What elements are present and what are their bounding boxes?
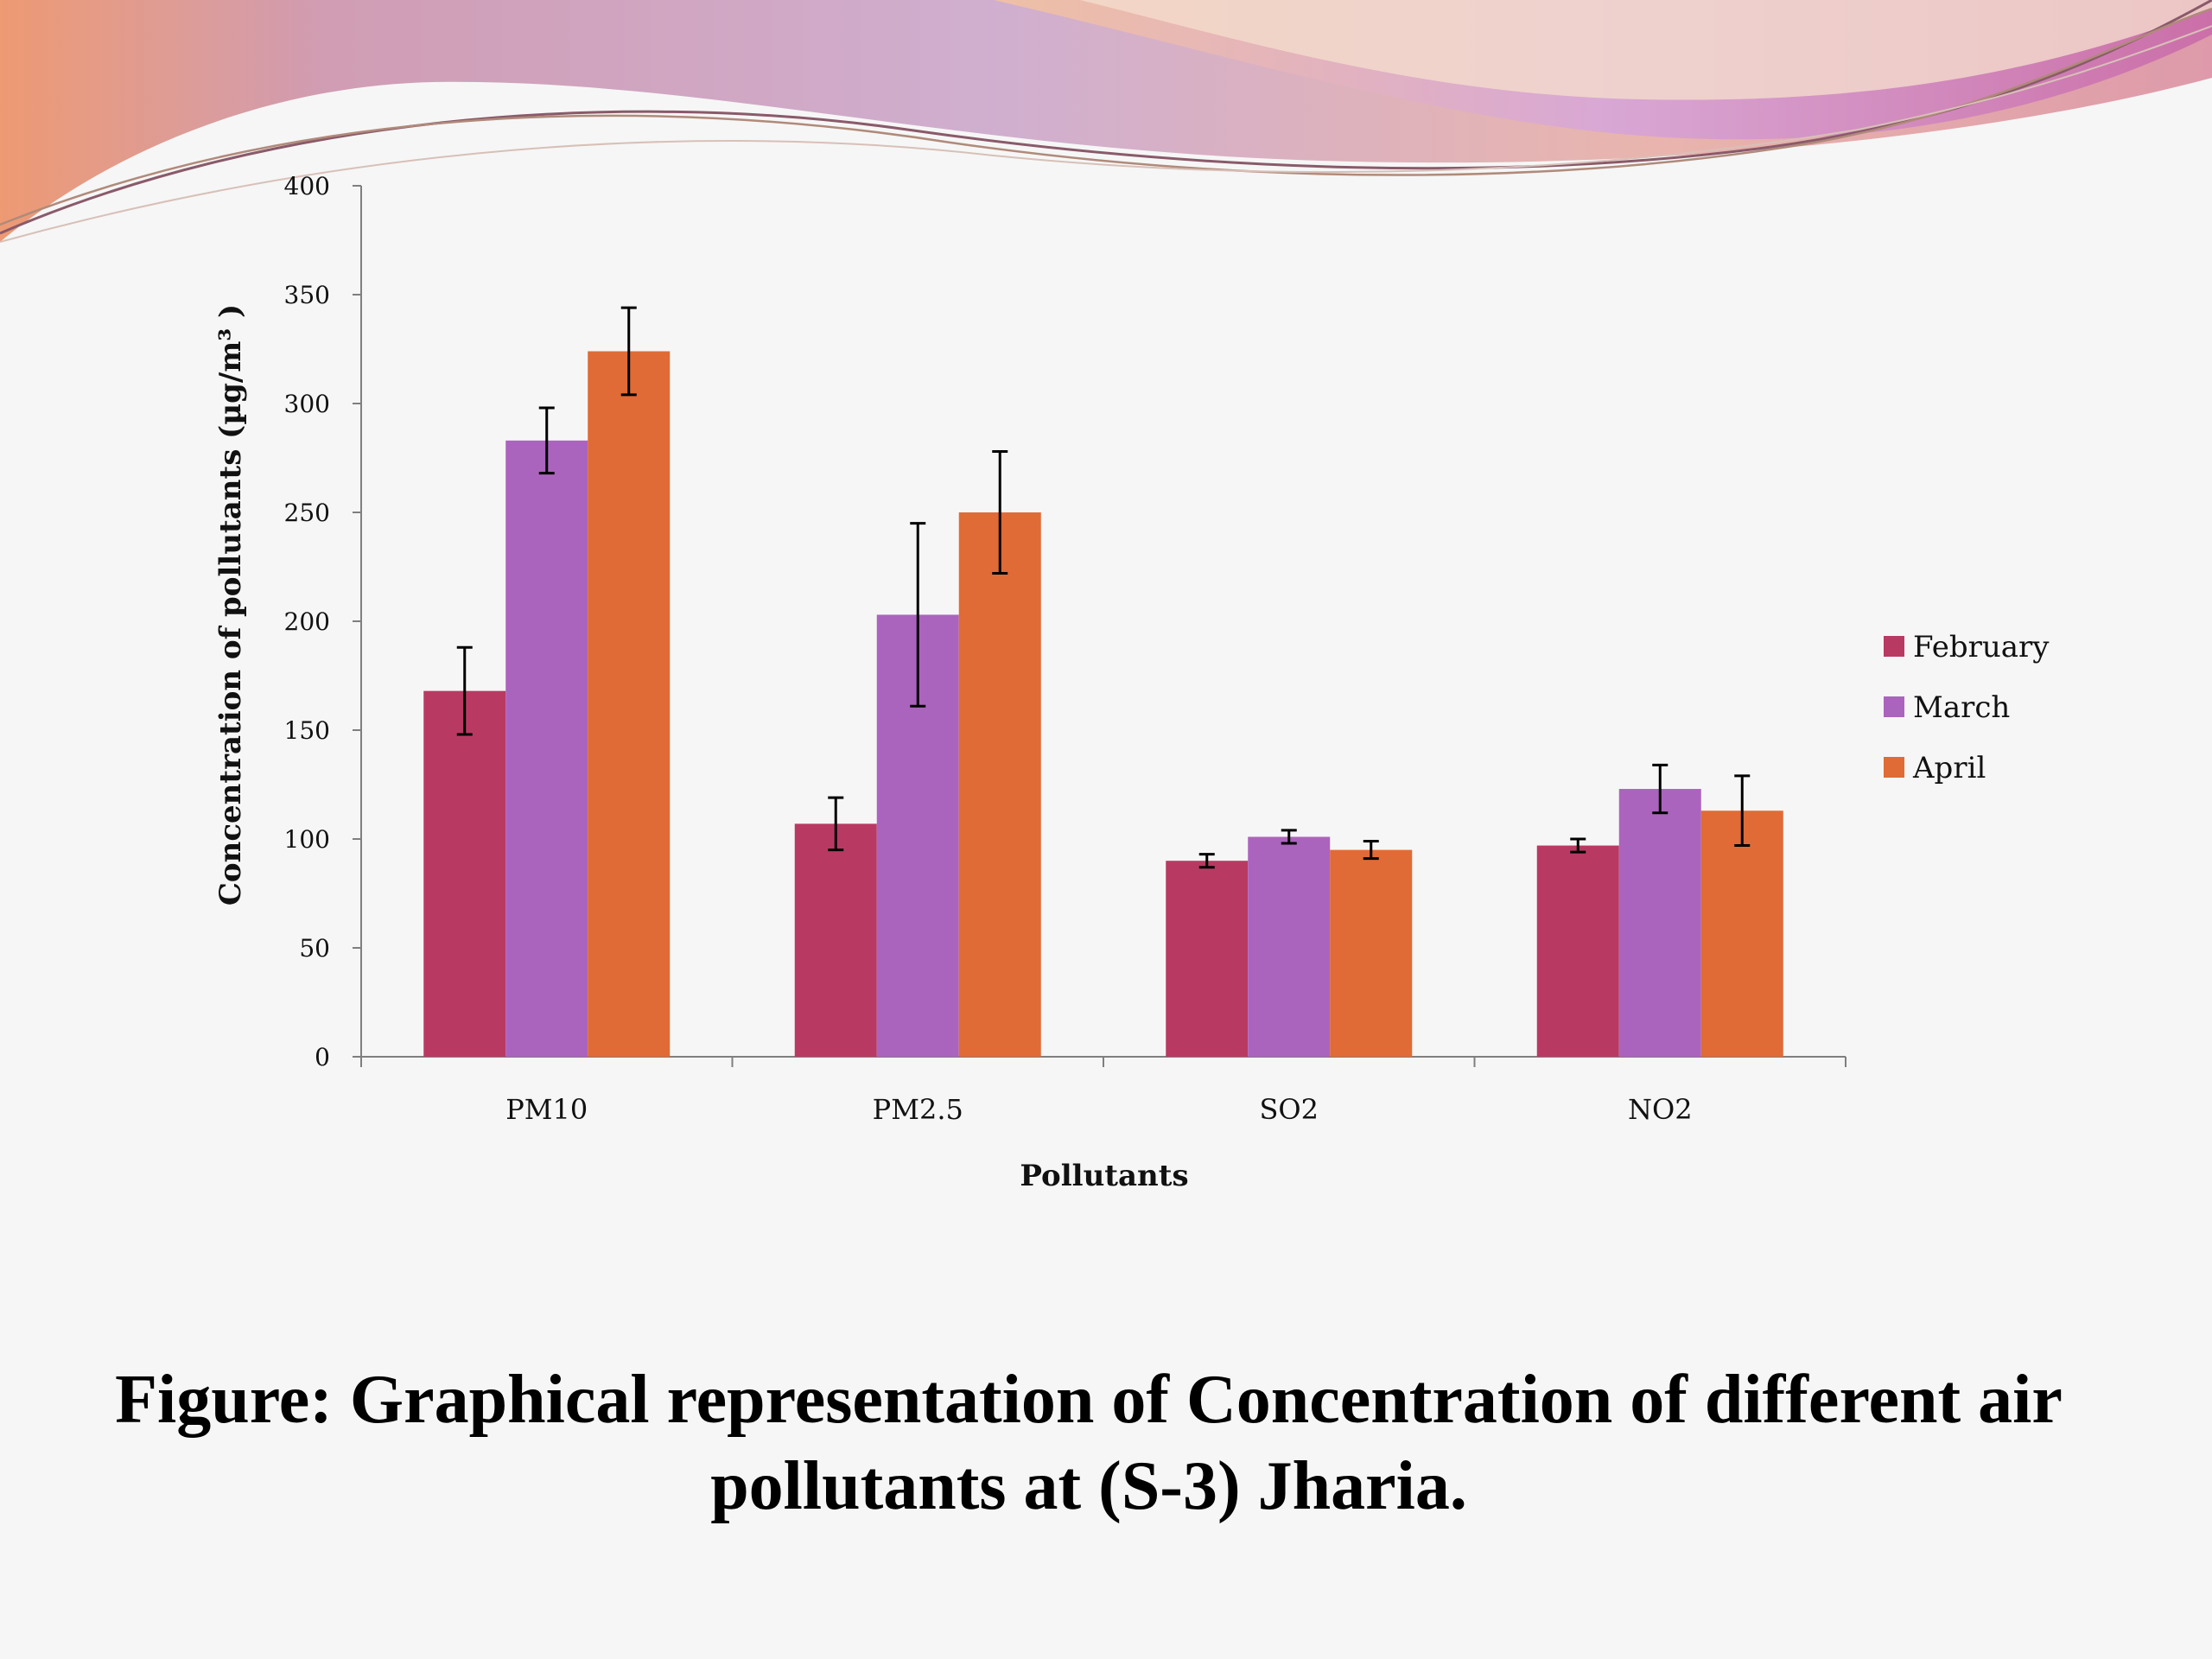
bar-chart: 0 50 100 150 200 250 300 350 400 PM10 PM2.5 SO2 NO2…: [213, 172, 2050, 1193]
legend-swatch: [1884, 636, 1904, 657]
bar-march: [1618, 789, 1701, 1057]
legend-swatch: [1884, 757, 1904, 778]
y-tick-label: 300: [284, 390, 330, 418]
y-tick-label: 0: [315, 1043, 330, 1071]
legend: February March April: [1884, 630, 2050, 785]
bar-march: [1248, 836, 1331, 1057]
y-tick-label: 200: [284, 607, 330, 636]
error-bar-group: [456, 306, 1751, 869]
bar-series-group: [423, 351, 1783, 1058]
y-tick-label: 350: [284, 281, 330, 309]
caption-line-1: Figure: Graphical representation of Conc…: [115, 1362, 2063, 1438]
legend-label: March: [1913, 690, 2010, 725]
legend-label: April: [1912, 751, 1986, 785]
bar-april: [958, 512, 1041, 1057]
caption-line-2: pollutants at (S-3) Jharia.: [710, 1448, 1467, 1524]
bar-april: [1330, 849, 1413, 1057]
y-tick-label: 150: [284, 716, 330, 745]
bar-march: [505, 440, 588, 1058]
y-tick-label: 400: [284, 172, 330, 200]
y-tick-label: 50: [299, 934, 330, 963]
bar-april: [1700, 810, 1783, 1057]
y-tick-label: 100: [284, 825, 330, 854]
x-category-label: NO2: [1628, 1093, 1693, 1126]
bar-february: [1536, 845, 1619, 1057]
figure-caption: Figure: Graphical representation of Conc…: [35, 1357, 2143, 1529]
bar-february: [794, 823, 877, 1057]
bar-april: [588, 351, 671, 1057]
x-category-label: PM2.5: [873, 1093, 963, 1126]
x-category-label: PM10: [505, 1093, 588, 1126]
legend-label: February: [1913, 630, 2050, 664]
y-axis-title: Concentration of pollutants (µg/m³ ): [213, 304, 248, 906]
decorative-header-swoosh: [0, 0, 2212, 243]
y-axis: 0 50 100 150 200 250 300 350 400: [284, 172, 362, 1071]
legend-swatch: [1884, 696, 1904, 717]
x-axis: PM10 PM2.5 SO2 NO2: [360, 1056, 1847, 1126]
x-category-label: SO2: [1259, 1093, 1319, 1126]
bar-february: [423, 690, 506, 1057]
y-tick-label: 250: [284, 499, 330, 527]
bar-february: [1166, 861, 1249, 1057]
x-axis-title: Pollutants: [1020, 1159, 1188, 1193]
